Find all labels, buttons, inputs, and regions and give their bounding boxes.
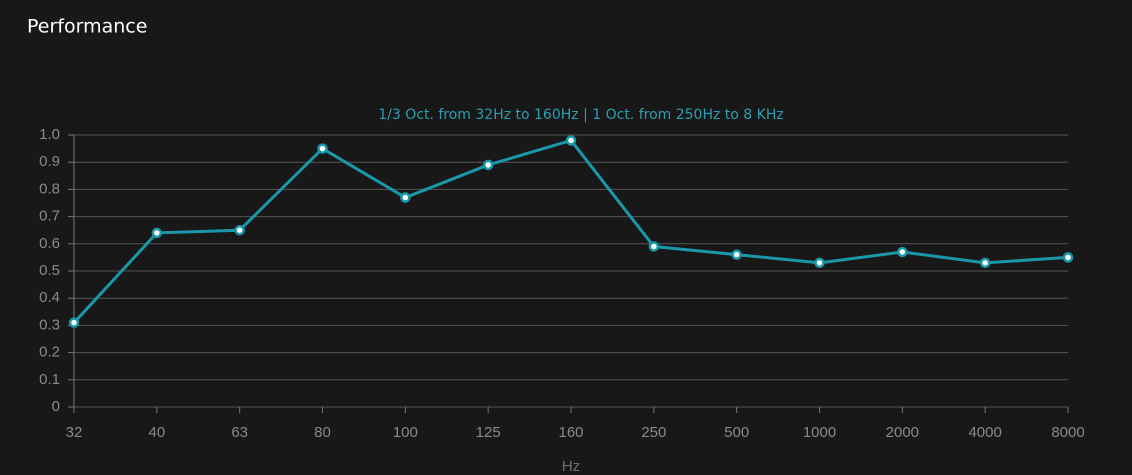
data-point xyxy=(317,143,328,154)
x-tick-label: 8000 xyxy=(1051,424,1084,441)
data-line xyxy=(72,138,1069,324)
x-tick-label: 32 xyxy=(66,424,83,441)
x-tick-label: 80 xyxy=(314,424,331,441)
x-tick-label: 1000 xyxy=(803,424,836,441)
page-title: Performance xyxy=(27,16,147,38)
data-point xyxy=(979,257,991,269)
data-point xyxy=(565,135,577,146)
y-tick-label: 0.7 xyxy=(39,208,60,225)
x-axis-title: Hz xyxy=(562,458,580,475)
y-tick-label: 0.3 xyxy=(39,316,60,333)
x-tick-label: 160 xyxy=(558,424,583,441)
y-tick-label: 0.6 xyxy=(39,235,60,252)
data-point xyxy=(482,159,494,171)
x-tick-label: 125 xyxy=(476,424,501,441)
x-tick-label: 100 xyxy=(393,424,418,441)
y-tick-label: 0.5 xyxy=(39,262,60,279)
data-point xyxy=(400,192,411,203)
data-point xyxy=(897,246,908,258)
x-tick-label: 63 xyxy=(231,424,248,441)
y-tick-label: 0.2 xyxy=(39,344,60,361)
x-tick-label: 500 xyxy=(724,424,749,441)
data-point xyxy=(68,317,80,328)
x-tick-label: 2000 xyxy=(886,424,919,441)
y-tick-label: 0.1 xyxy=(39,371,60,388)
chart-subtitle: 1/3 Oct. from 32Hz to 160Hz | 1 Oct. fro… xyxy=(378,107,783,123)
data-point xyxy=(814,257,825,269)
y-tick-label: 0.9 xyxy=(39,153,60,170)
y-tick-label: 0.4 xyxy=(39,289,60,306)
data-point xyxy=(151,227,163,239)
x-tick-label: 250 xyxy=(641,424,666,441)
data-point xyxy=(731,249,742,260)
x-tick-label: 4000 xyxy=(968,424,1001,441)
y-tick-label: 1.0 xyxy=(39,126,60,143)
data-point xyxy=(648,241,660,252)
data-point xyxy=(1062,252,1074,263)
data-point xyxy=(234,224,245,236)
x-tick-label: 40 xyxy=(148,424,165,441)
y-tick-label: 0.8 xyxy=(39,180,60,197)
y-tick-label: 0 xyxy=(52,398,60,415)
